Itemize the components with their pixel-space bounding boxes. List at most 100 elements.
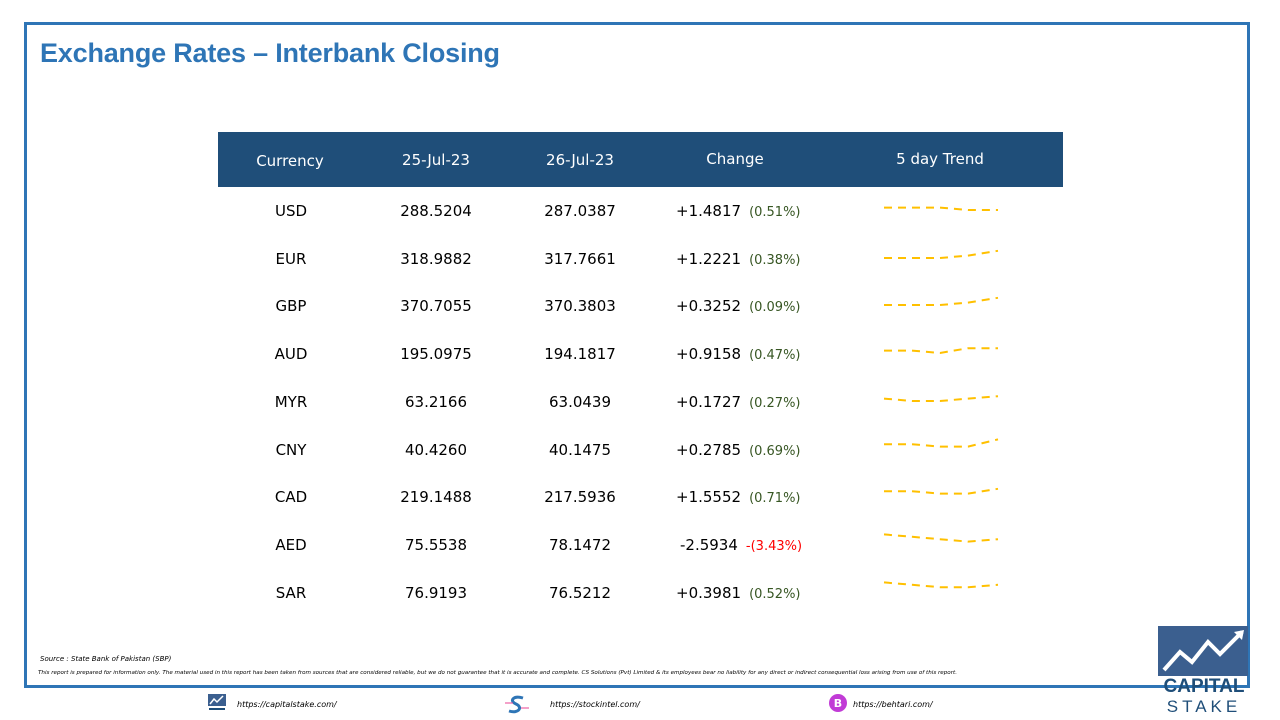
change-value: +1.2221: [676, 249, 742, 268]
footer-link-capitalstake[interactable]: https://capitalstake.com/: [237, 700, 337, 709]
table-row: EUR 318.9882 317.7661 +1.2221 (0.38%): [0, 249, 1280, 280]
change-percent: (0.47%): [749, 348, 801, 364]
footer-link-behtari[interactable]: https://behtari.com/: [853, 700, 933, 709]
change-value: +0.9158: [676, 345, 742, 364]
header-date-1: 25-Jul-23: [402, 151, 470, 169]
change-value: +0.3981: [676, 583, 742, 602]
table-row: USD 288.5204 287.0387 +1.4817 (0.51%): [0, 202, 1280, 232]
change-percent: (0.38%): [749, 252, 801, 268]
trend-line: [884, 488, 999, 495]
rate-26-jul-cell: 63.0439: [548, 392, 612, 411]
table-row: SAR 76.9193 76.5212 +0.3981 (0.52%): [0, 580, 1280, 614]
rate-26-jul-cell: 317.7661: [544, 249, 616, 268]
change-cell: +0.3252 (0.09%): [676, 297, 801, 315]
change-value: +1.4817: [676, 202, 742, 220]
table-row: AED 75.5538 78.1472 -2.5934 -(3.43%): [0, 533, 1280, 566]
rate-26-jul-cell: 40.1475: [548, 440, 612, 459]
logo-text-capital: CAPITAL: [1163, 676, 1245, 697]
rate-25-jul-cell: 195.0975: [400, 345, 472, 364]
capital-stake-logo: [1158, 626, 1248, 676]
header-trend: 5 day Trend: [896, 150, 984, 168]
rate-25-jul-cell: 318.9882: [400, 249, 472, 268]
change-cell: -2.5934 -(3.43%): [680, 536, 802, 554]
behtari-icon: B: [829, 694, 847, 712]
disclaimer: This report is prepared for information …: [38, 670, 957, 676]
trend-sparkline: [884, 488, 999, 495]
rate-26-jul-cell: 217.5936: [544, 488, 616, 507]
change-value: -2.5934: [680, 535, 738, 554]
rate-25-jul-cell: 219.1488: [400, 488, 472, 507]
trend-sparkline: [883, 580, 999, 588]
rate-25-jul-cell: 40.4260: [404, 440, 468, 459]
change-percent: (0.51%): [749, 205, 801, 220]
currency-cell: GBP: [275, 297, 307, 316]
svg-text:B: B: [834, 697, 842, 710]
trend-sparkline: [884, 347, 998, 355]
header-date-2: 26-Jul-23: [546, 151, 614, 169]
trend-sparkline: [884, 437, 999, 448]
change-cell: +1.5552 (0.71%): [676, 488, 801, 506]
rate-25-jul-cell: 370.7055: [400, 297, 472, 316]
table-row: GBP 370.7055 370.3803 +0.3252 (0.09%): [0, 297, 1280, 327]
currency-cell: CAD: [274, 488, 308, 507]
header-currency: Currency: [256, 152, 324, 170]
capitalstake-icon: [208, 694, 226, 710]
trend-line: [884, 437, 999, 448]
change-cell: +1.4817 (0.51%): [676, 202, 801, 220]
change-percent: (0.09%): [749, 300, 801, 316]
trend-line: [883, 533, 999, 543]
change-cell: +0.9158 (0.47%): [676, 345, 801, 363]
currency-cell: SAR: [275, 583, 307, 602]
trend-sparkline: [883, 395, 999, 402]
rate-26-jul-cell: 78.1472: [548, 535, 612, 554]
trend-sparkline: [884, 297, 999, 307]
change-cell: +0.1727 (0.27%): [676, 393, 801, 411]
change-cell: +1.2221 (0.38%): [676, 250, 801, 268]
change-value: +0.2785: [676, 440, 742, 459]
table-row: AUD 195.0975 194.1817 +0.9158 (0.47%): [0, 345, 1280, 375]
change-value: +1.5552: [676, 488, 742, 507]
trend-line: [883, 580, 999, 588]
change-percent: (0.27%): [749, 395, 801, 411]
footer-link-stockintel[interactable]: https://stockintel.com/: [550, 700, 640, 709]
change-cell: +0.2785 (0.69%): [676, 441, 801, 459]
change-percent: (0.71%): [749, 491, 801, 507]
source-note: Source : State Bank of Pakistan (SBP): [40, 655, 172, 663]
trend-line: [883, 395, 999, 402]
logo-text-stake: STAKE: [1166, 697, 1242, 716]
header-change: Change: [706, 150, 764, 168]
trend-line: [884, 347, 998, 355]
table-row: CNY 40.4260 40.1475 +0.2785 (0.69%): [0, 437, 1280, 471]
rate-26-jul-cell: 194.1817: [544, 345, 616, 364]
rate-25-jul-cell: 288.5204: [400, 202, 472, 220]
chart-arrow-icon: [1162, 630, 1244, 672]
change-value: +0.3252: [676, 297, 742, 316]
currency-cell: USD: [274, 202, 308, 220]
table-row: CAD 219.1488 217.5936 +1.5552 (0.71%): [0, 488, 1280, 518]
change-percent: (0.52%): [749, 586, 801, 602]
change-percent: -(3.43%): [745, 538, 803, 554]
trend-line: [884, 206, 998, 211]
currency-cell: EUR: [275, 249, 307, 268]
change-cell: +0.3981 (0.52%): [676, 584, 801, 602]
page-title: Exchange Rates – Interbank Closing: [40, 38, 500, 68]
rate-25-jul-cell: 76.9193: [404, 583, 468, 602]
change-percent: (0.69%): [749, 443, 801, 459]
rate-26-jul-cell: 287.0387: [544, 202, 616, 220]
trend-sparkline: [884, 249, 999, 259]
trend-sparkline: [883, 533, 999, 543]
stockintel-icon: [505, 695, 529, 714]
table-row: MYR 63.2166 63.0439 +0.1727 (0.27%): [0, 393, 1280, 423]
rate-25-jul-cell: 75.5538: [404, 535, 468, 554]
currency-cell: AED: [275, 535, 307, 554]
rate-26-jul-cell: 370.3803: [544, 297, 616, 316]
rate-25-jul-cell: 63.2166: [404, 392, 468, 411]
rate-26-jul-cell: 76.5212: [548, 583, 612, 602]
currency-cell: MYR: [274, 392, 308, 411]
currency-cell: AUD: [274, 345, 308, 364]
table-header: Currency 25-Jul-23 26-Jul-23 Change 5 da…: [218, 132, 1063, 187]
currency-cell: CNY: [275, 440, 307, 459]
trend-line: [884, 297, 999, 307]
trend-line: [884, 249, 999, 259]
change-value: +0.1727: [676, 392, 742, 411]
